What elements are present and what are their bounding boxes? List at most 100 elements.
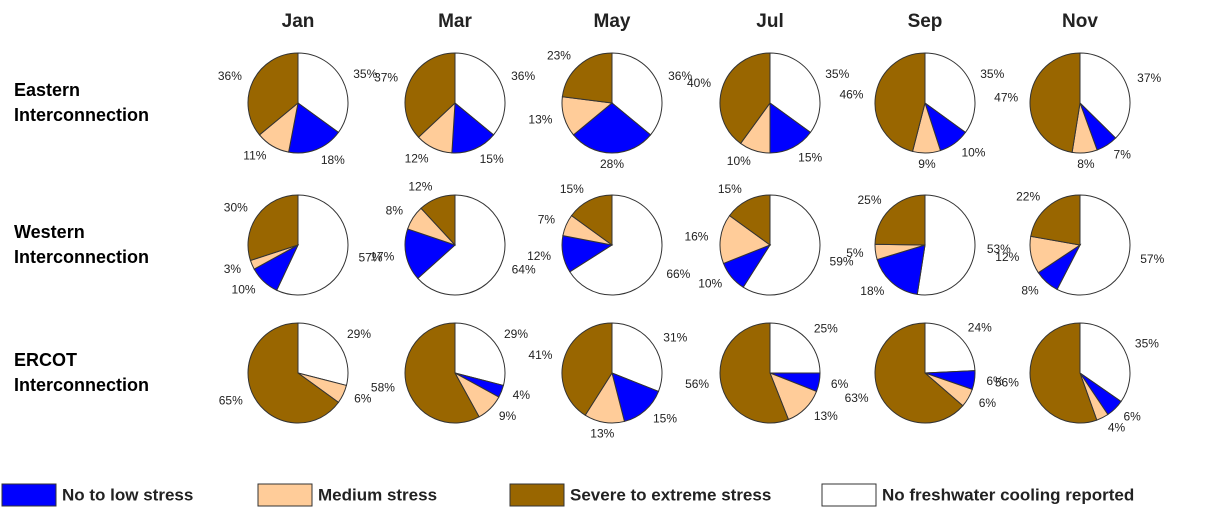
value-label: 28% xyxy=(600,157,624,171)
value-label: 7% xyxy=(1114,147,1132,161)
value-label: 15% xyxy=(480,152,504,166)
pie-slice xyxy=(611,52,663,136)
pie-slice xyxy=(719,322,790,424)
value-label: 37% xyxy=(374,71,398,85)
value-label: 57% xyxy=(1140,252,1164,266)
value-label: 3% xyxy=(224,262,242,276)
pie-slice xyxy=(417,194,506,296)
value-label: 12% xyxy=(995,250,1019,264)
value-label: 13% xyxy=(590,426,614,440)
legend-label: No to low stress xyxy=(62,485,193,504)
pie-slice xyxy=(1079,52,1131,139)
column-header: Jul xyxy=(756,11,783,32)
value-label: 36% xyxy=(668,69,692,83)
pie-slice xyxy=(1056,194,1131,296)
value-label: 18% xyxy=(860,284,884,298)
pie-slice xyxy=(1029,322,1098,424)
pie-slice xyxy=(874,322,964,424)
pie-slice xyxy=(924,52,976,134)
value-label: 13% xyxy=(528,112,552,126)
value-label: 35% xyxy=(353,67,377,81)
value-label: 8% xyxy=(1077,157,1095,171)
pie-slice xyxy=(1029,52,1081,153)
value-label: 25% xyxy=(857,193,881,207)
pie-slice xyxy=(570,194,613,246)
value-label: 10% xyxy=(961,145,985,159)
value-label: 30% xyxy=(224,201,248,215)
pie-slice xyxy=(288,102,340,154)
value-label: 15% xyxy=(560,182,584,196)
value-label: 5% xyxy=(846,246,864,260)
value-label: 18% xyxy=(321,153,345,167)
value-label: 11% xyxy=(243,149,266,163)
value-label: 4% xyxy=(513,388,531,402)
value-label: 29% xyxy=(347,327,371,341)
pie-slice xyxy=(247,194,299,262)
value-label: 36% xyxy=(511,69,535,83)
value-label: 8% xyxy=(1021,283,1039,297)
value-label: 35% xyxy=(980,67,1004,81)
pie-slice xyxy=(924,322,976,374)
value-label: 36% xyxy=(218,69,242,83)
value-label: 56% xyxy=(685,377,709,391)
pie-slice xyxy=(874,52,926,153)
pie-slice xyxy=(561,52,613,104)
pie-slice xyxy=(728,194,771,246)
value-label: 40% xyxy=(687,76,711,90)
value-label: 8% xyxy=(386,203,404,217)
value-label: 31% xyxy=(663,330,687,344)
value-label: 6% xyxy=(979,396,997,410)
pie-slice xyxy=(719,214,772,265)
value-label: 23% xyxy=(547,49,571,63)
column-header: Nov xyxy=(1062,11,1098,32)
pie-slice xyxy=(404,228,456,280)
value-label: 66% xyxy=(666,267,690,281)
value-label: 35% xyxy=(1135,336,1159,350)
pie-slice xyxy=(247,52,299,136)
pie-slice xyxy=(874,194,926,246)
value-label: 22% xyxy=(1016,190,1040,204)
pie-slice xyxy=(297,322,349,387)
value-label: 15% xyxy=(718,182,742,196)
value-label: 37% xyxy=(1137,71,1161,85)
value-label: 17% xyxy=(370,250,394,264)
column-header: May xyxy=(594,11,631,32)
value-label: 12% xyxy=(405,151,429,165)
pie-slice xyxy=(404,322,480,424)
pie-slice xyxy=(916,194,976,296)
value-label: 24% xyxy=(968,320,992,334)
value-label: 29% xyxy=(504,327,528,341)
value-label: 10% xyxy=(727,154,751,168)
value-label: 6% xyxy=(354,392,372,406)
value-label: 63% xyxy=(845,391,869,405)
legend-swatch xyxy=(821,483,877,507)
pie-slice xyxy=(561,322,613,416)
legend-label: Medium stress xyxy=(318,485,437,504)
pie-slice xyxy=(572,102,652,154)
value-label: 25% xyxy=(814,321,838,335)
legend-swatch xyxy=(257,483,313,507)
pie-slice xyxy=(454,52,506,136)
pie-slice xyxy=(742,194,821,296)
row-label: ERCOT Interconnection xyxy=(14,350,150,395)
value-label: 6% xyxy=(986,374,1004,388)
value-label: 46% xyxy=(839,87,863,101)
row-label: Western Interconnection xyxy=(14,222,150,267)
value-label: 6% xyxy=(831,377,849,391)
value-label: 9% xyxy=(499,409,517,423)
pie-slice xyxy=(1079,322,1131,403)
legend-swatch xyxy=(1,483,57,507)
value-label: 47% xyxy=(994,90,1018,104)
pie-slice xyxy=(297,52,349,134)
pie-slice xyxy=(1030,194,1081,246)
value-label: 13% xyxy=(814,409,838,423)
value-label: 65% xyxy=(219,393,243,407)
value-label: 59% xyxy=(830,254,854,268)
value-label: 7% xyxy=(538,213,556,227)
pie-slice xyxy=(420,194,456,247)
value-label: 10% xyxy=(232,282,256,296)
value-label: 12% xyxy=(527,249,551,263)
legend-label: No freshwater cooling reported xyxy=(882,485,1134,504)
